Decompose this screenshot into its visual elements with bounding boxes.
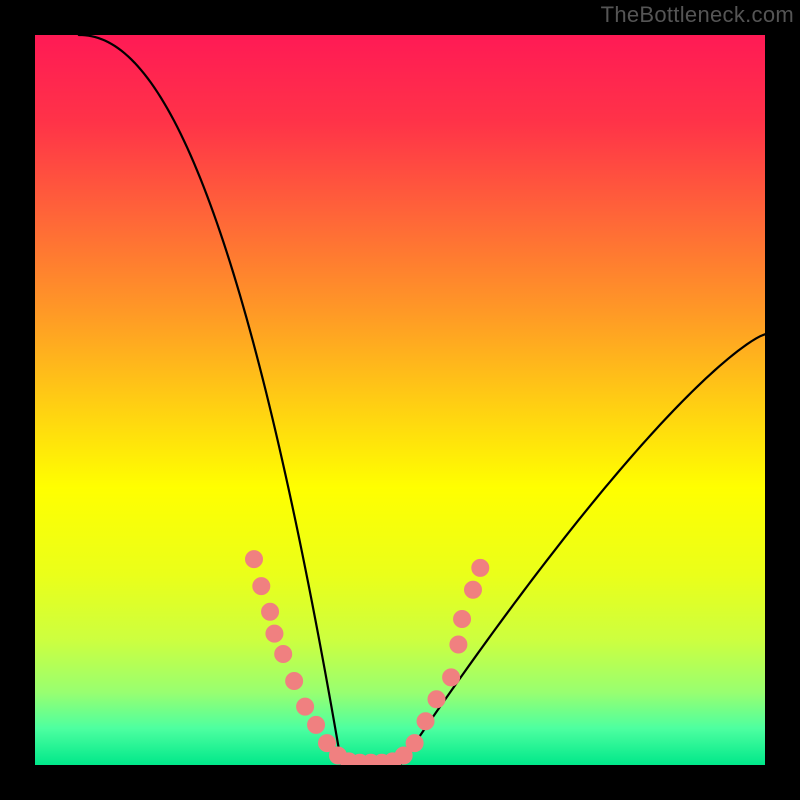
- bottleneck-chart: [0, 0, 800, 800]
- gradient-background: [35, 35, 765, 765]
- watermark-text: TheBottleneck.com: [601, 2, 794, 28]
